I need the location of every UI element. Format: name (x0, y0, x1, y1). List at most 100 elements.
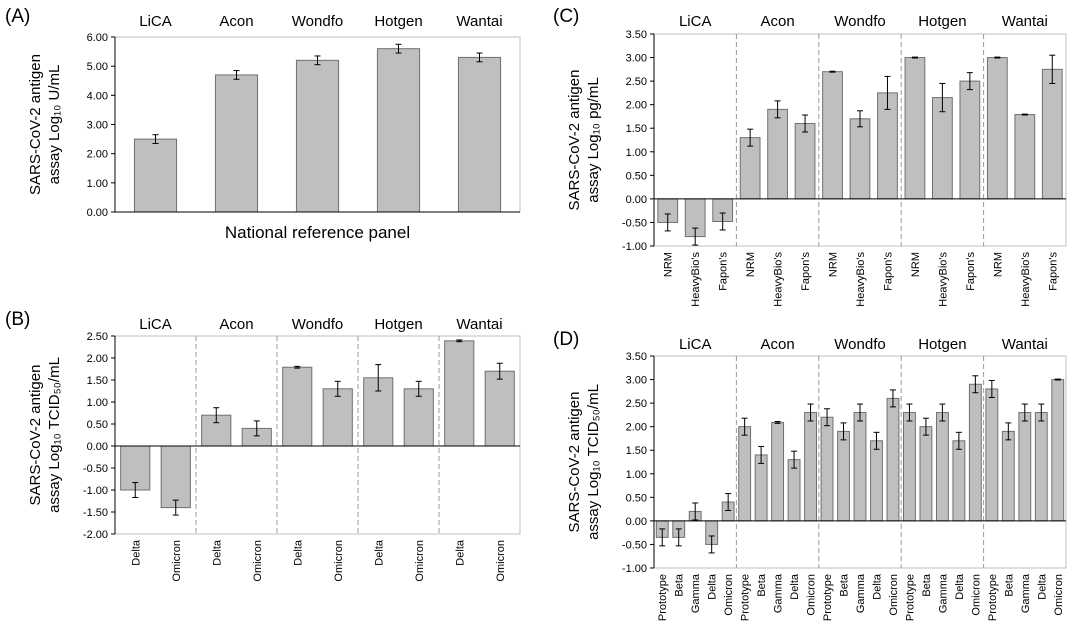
bar (853, 412, 867, 522)
bar (457, 56, 502, 213)
y-tick-label: 1.50 (626, 445, 647, 457)
bar (1018, 412, 1032, 522)
x-category-label: HeavyBio's (773, 252, 785, 307)
chart-panel-0: 0.00 1.00 2.00 3.00 4.00 5.00 6.00 (A) SARS-CoV-… (5, 6, 521, 242)
x-category-label: Delta (707, 573, 719, 600)
chart-panel-2: -1.00 -0.50 0.00 0.50 1.00 1.50 2.00 2.50 3.00 3.… (553, 6, 1067, 307)
x-category-label: Gamma (690, 573, 702, 613)
bar (935, 412, 949, 522)
bar (903, 412, 916, 522)
x-category-label: HeavyBio's (1020, 252, 1032, 307)
bar (904, 57, 926, 200)
group-label: LiCA (679, 336, 712, 353)
x-category-label: Delta (373, 539, 385, 566)
bar (214, 74, 259, 213)
x-category-label: Omicron (414, 540, 426, 582)
group-label: Acon (219, 316, 253, 333)
y-tick-label: -1.00 (83, 485, 108, 497)
y-tick-label: 3.00 (87, 120, 108, 132)
x-category-label: Prototype (657, 574, 669, 621)
y-tick-label: 2.00 (87, 353, 108, 365)
bar (787, 459, 801, 522)
x-category-label: Omicron (723, 574, 735, 616)
bar (739, 137, 761, 200)
x-category-label: Prototype (904, 574, 916, 621)
group-label: Wondfo (834, 13, 885, 30)
bar (932, 97, 953, 200)
bar (1034, 412, 1048, 522)
chart-panel-3: -1.00 -0.50 0.00 0.50 1.00 1.50 2.00 2.50 3.00 3.… (553, 329, 1067, 621)
bar (444, 340, 475, 447)
group-label: Wantai (456, 13, 502, 30)
y-tick-label: 2.50 (87, 331, 108, 343)
group-label: LiCA (139, 316, 172, 333)
group-label: Wondfo (292, 13, 343, 30)
bar (160, 445, 191, 509)
x-category-label: Prototype (822, 574, 834, 621)
x-category-label: NRM (910, 252, 922, 277)
x-category-label: Fapon's (1047, 252, 1059, 291)
bar (403, 388, 434, 447)
y-tick-label: 3.50 (626, 29, 647, 41)
x-category-label: Delta (292, 539, 304, 566)
y-tick-label: 5.00 (87, 61, 108, 73)
x-category-label: Omicron (495, 540, 507, 582)
x-category-label: Fapon's (882, 252, 894, 291)
y-tick-label: -0.50 (83, 463, 108, 475)
bar (376, 48, 421, 213)
x-category-label: HeavyBio's (937, 252, 949, 307)
x-category-label: HeavyBio's (690, 252, 702, 307)
group-label: Wondfo (834, 336, 885, 353)
bar (968, 383, 982, 522)
y-axis-title-line1: SARS-CoV-2 antigen (27, 54, 44, 195)
bar (295, 59, 340, 213)
bar (985, 388, 999, 522)
x-category-label: Delta (789, 573, 801, 600)
y-tick-label: 2.50 (626, 76, 647, 88)
x-category-label: Gamma (773, 573, 785, 613)
group-label: Wantai (1002, 336, 1048, 353)
y-tick-label: 2.00 (87, 149, 108, 161)
x-category-label: Prototype (740, 574, 752, 621)
y-axis-title-line2: assay Log₁₀ pg/mL (585, 77, 602, 203)
x-category-label: Delta (454, 539, 466, 566)
bar (919, 426, 933, 522)
y-tick-label: -1.50 (83, 507, 108, 519)
bar (886, 397, 900, 522)
bar (952, 440, 966, 522)
x-category-label: Delta (211, 539, 223, 566)
group-label: LiCA (139, 13, 172, 30)
x-category-label: Fapon's (800, 252, 812, 291)
bar (1051, 379, 1065, 522)
y-tick-label: 4.00 (87, 90, 108, 102)
y-tick-label: 2.00 (626, 422, 647, 434)
bar (201, 414, 232, 447)
y-tick-label: 0.50 (87, 419, 108, 431)
x-category-label: Fapon's (965, 252, 977, 291)
group-label: Acon (219, 13, 253, 30)
bar (738, 426, 752, 522)
panel-label: (B) (5, 309, 30, 330)
group-label: Acon (760, 336, 794, 353)
y-tick-label: 3.50 (626, 351, 647, 363)
x-category-label: Delta (130, 539, 142, 566)
y-tick-label: 0.00 (87, 207, 108, 219)
chart-panel-1: -2.00 -1.50 -1.00 -0.50 0.00 0.50 1.00 1.50 2.00… (5, 309, 521, 582)
x-category-label: Gamma (937, 573, 949, 613)
y-tick-label: 0.00 (87, 441, 108, 453)
y-axis-title-line1: SARS-CoV-2 antigen (566, 392, 583, 533)
x-category-label: NRM (992, 252, 1004, 277)
x-category-label: Beta (921, 573, 933, 597)
y-tick-label: -1.00 (622, 563, 647, 575)
x-category-label: Omicron (1053, 574, 1065, 616)
y-tick-label: -1.00 (622, 241, 647, 253)
x-category-label: Prototype (987, 574, 999, 621)
bar (822, 71, 843, 200)
y-tick-label: 0.50 (626, 492, 647, 504)
bar (849, 118, 871, 200)
bar (870, 440, 883, 522)
y-tick-label: 2.50 (626, 398, 647, 410)
y-tick-label: -2.00 (83, 529, 108, 541)
bar (820, 416, 834, 522)
